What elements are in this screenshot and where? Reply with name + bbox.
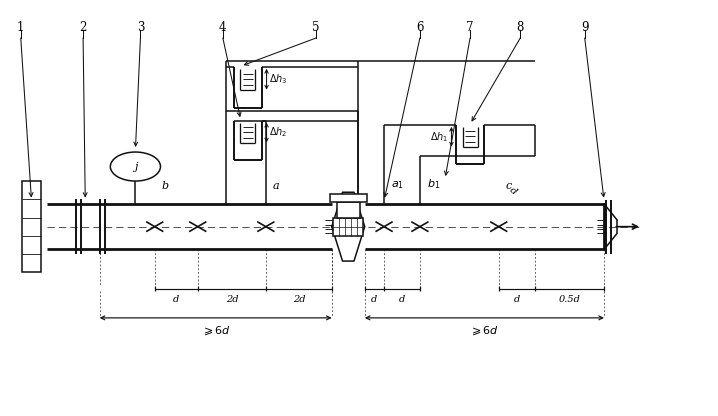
Text: 5: 5 [312, 21, 320, 34]
Bar [337, 202, 360, 218]
Text: $\Delta h_1$: $\Delta h_1$ [430, 130, 449, 144]
Bar [330, 194, 367, 202]
Text: d: d [399, 295, 405, 304]
Text: d: d [513, 295, 520, 304]
Text: 1: 1 [17, 21, 24, 34]
Text: 2: 2 [80, 21, 87, 34]
Text: d: d [371, 295, 378, 304]
Text: 8: 8 [516, 21, 524, 34]
Text: $a_1$: $a_1$ [391, 180, 404, 191]
Text: $\Delta h_2$: $\Delta h_2$ [269, 126, 288, 139]
Text: 2d: 2d [292, 295, 305, 304]
Text: 3: 3 [136, 21, 144, 34]
Text: 9: 9 [581, 21, 589, 34]
Text: 0.5d: 0.5d [559, 295, 580, 304]
Text: j: j [134, 161, 137, 171]
Bar [333, 218, 363, 236]
Text: $\Delta h_3$: $\Delta h_3$ [269, 72, 288, 86]
Text: c: c [506, 181, 512, 191]
Text: b: b [162, 181, 169, 191]
Text: d: d [173, 295, 180, 304]
Text: $b_1$: $b_1$ [427, 178, 440, 191]
Text: a: a [273, 181, 279, 191]
Text: 6: 6 [416, 21, 424, 34]
Bar [22, 181, 41, 272]
Text: $\geqslant 6d$: $\geqslant 6d$ [201, 324, 230, 337]
Text: 7: 7 [466, 21, 474, 34]
Text: $\geqslant 6d$: $\geqslant 6d$ [470, 324, 499, 337]
Text: 4: 4 [219, 21, 227, 34]
Text: d: d [508, 186, 518, 197]
Circle shape [111, 152, 161, 181]
Text: 2d: 2d [225, 295, 238, 304]
